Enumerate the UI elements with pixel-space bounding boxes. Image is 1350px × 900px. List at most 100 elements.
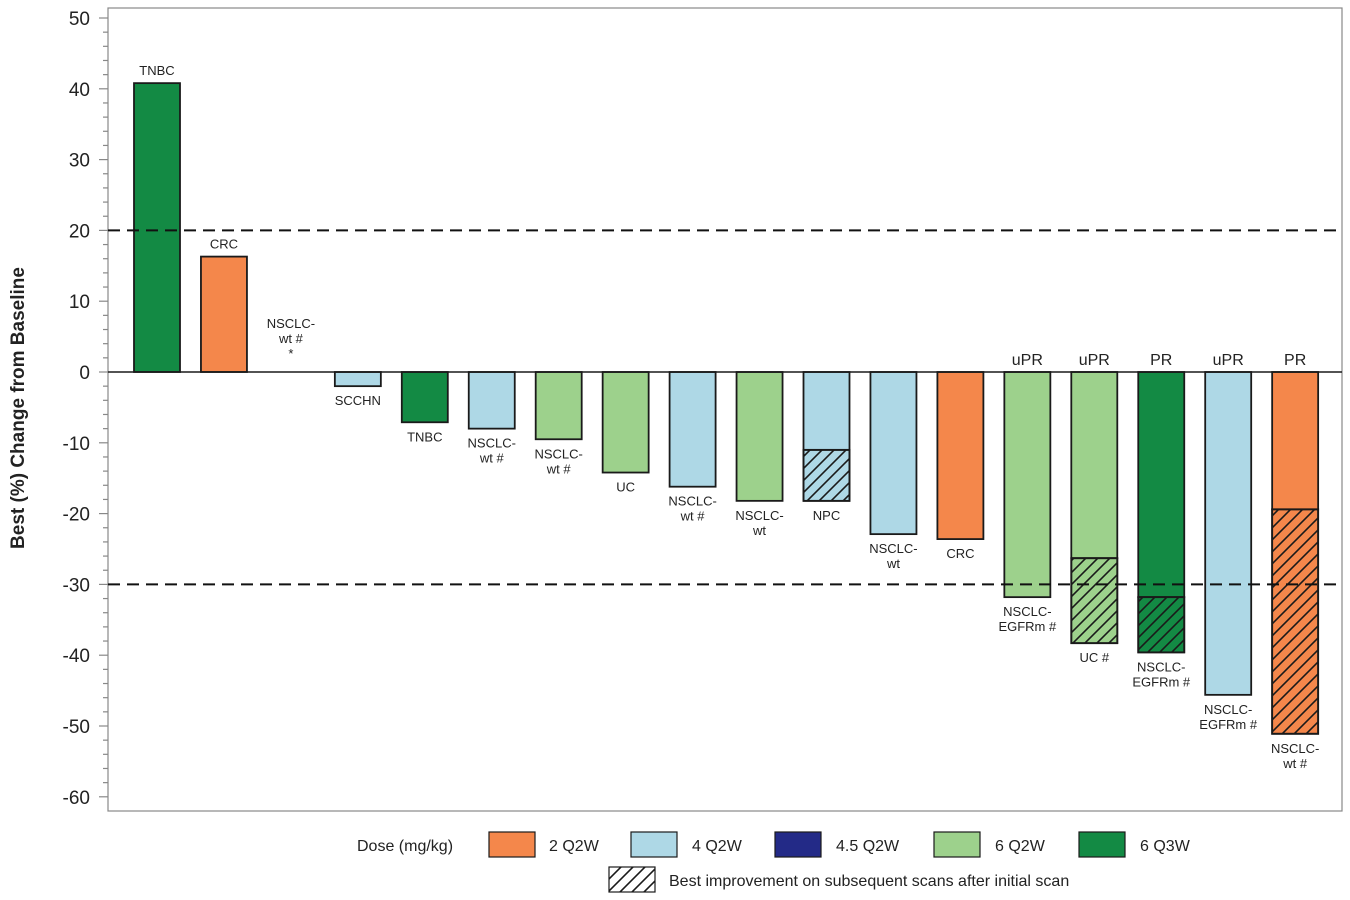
- bar-label: NSCLC-: [869, 541, 917, 556]
- legend-label-hatch: Best improvement on subsequent scans aft…: [669, 873, 1069, 890]
- y-tick-label: -60: [63, 788, 90, 809]
- y-tick-label: 50: [69, 9, 90, 30]
- legend-swatch-4q2w: [630, 831, 678, 858]
- bar-label: wt #: [479, 451, 505, 466]
- plot-frame: [107, 7, 1343, 812]
- response-label: uPR: [1079, 352, 1110, 369]
- bar-label: EGFRm #: [1132, 674, 1191, 689]
- bar-initial: [1271, 371, 1320, 511]
- legend-swatch-6q2w: [933, 831, 981, 858]
- bar-label: wt #: [278, 331, 304, 346]
- bar-label: UC #: [1079, 650, 1109, 665]
- bar-label: CRC: [946, 546, 974, 561]
- bar-group: SCCHN: [333, 371, 382, 408]
- bar-label: TNBC: [139, 63, 174, 78]
- bar-group: NSCLC-wt # PR: [1271, 352, 1319, 771]
- bar-label: EGFRm #: [998, 619, 1057, 634]
- y-tick-label: 0: [79, 363, 90, 384]
- bar-group: NSCLC-EGFRm # uPR: [1199, 352, 1258, 732]
- bar: [1003, 371, 1052, 599]
- bar-label: TNBC: [407, 429, 442, 444]
- bar-label: *: [288, 346, 293, 361]
- bar-label: SCCHN: [335, 393, 381, 408]
- bar-group: NSCLC-wt: [735, 371, 784, 538]
- bar: [534, 371, 583, 441]
- legend-swatch-6q3w: [1078, 831, 1126, 858]
- legend-swatch-2q2w: [488, 831, 536, 858]
- y-tick-label: 40: [69, 80, 90, 101]
- legend-swatch-45q2w: [774, 831, 822, 858]
- bar-group: TNBC: [133, 63, 181, 373]
- bar-label: wt: [886, 556, 900, 571]
- bar-group: NSCLC-wt #: [468, 371, 516, 466]
- bar-initial: [1070, 371, 1119, 560]
- bar-label: NSCLC-: [1271, 741, 1319, 756]
- bar-label: UC: [616, 480, 635, 495]
- bar-label: NSCLC-: [267, 316, 315, 331]
- bar-label: NSCLC-: [1204, 702, 1252, 717]
- bar: [601, 371, 650, 474]
- bar-label: NSCLC-: [1137, 659, 1185, 674]
- y-axis-title: Best (%) Change from Baseline: [8, 267, 29, 549]
- bar-improvement-hatch: [1070, 557, 1119, 645]
- bar-label: wt #: [546, 461, 572, 476]
- bar-label: NSCLC-: [735, 508, 783, 523]
- bar-group: UC # uPR: [1070, 352, 1119, 665]
- bar-label: EGFRm #: [1199, 717, 1258, 732]
- y-tick-label: 20: [69, 221, 90, 242]
- bar: [735, 371, 784, 502]
- bar-group: TNBC: [400, 371, 449, 444]
- y-tick-label: -10: [63, 434, 90, 455]
- response-label: uPR: [1012, 352, 1043, 369]
- y-tick-label: -50: [63, 717, 90, 738]
- y-tick-label: 10: [69, 292, 90, 313]
- y-tick-label: -20: [63, 505, 90, 526]
- legend-label-6q2w: 6 Q2W: [995, 838, 1046, 855]
- bar-label: wt #: [1282, 756, 1308, 771]
- bar-improvement-hatch: [1271, 508, 1320, 735]
- bar-improvement-hatch: [802, 448, 851, 502]
- legend-label-6q3w: 6 Q3W: [1140, 838, 1191, 855]
- bar-label: NSCLC-: [468, 436, 516, 451]
- bar-group: NSCLC-EGFRm # PR: [1132, 352, 1191, 689]
- response-label: PR: [1284, 352, 1306, 369]
- bar-initial: [802, 371, 851, 451]
- bar-group: NSCLC-wt: [869, 371, 918, 571]
- response-label: PR: [1150, 352, 1172, 369]
- bar-label: NSCLC-: [534, 446, 582, 461]
- bar-label: NPC: [813, 508, 840, 523]
- y-tick-label: -30: [63, 575, 90, 596]
- bar-label: wt: [752, 523, 766, 538]
- bar-label: CRC: [210, 237, 238, 252]
- legend: Dose (mg/kg) 2 Q2W 4 Q2W 4.5 Q2W 6 Q2W 6…: [357, 831, 1191, 893]
- bar-improvement-hatch: [1137, 596, 1186, 654]
- bar: [200, 255, 248, 373]
- bar: [668, 371, 717, 488]
- bar-group: NPC: [802, 371, 851, 523]
- response-label: uPR: [1213, 352, 1244, 369]
- bar-label: NSCLC-: [668, 494, 716, 509]
- bar: [133, 82, 181, 373]
- y-axis-label: Best (%) Change from Baseline: [8, 267, 29, 549]
- reference-lines: [108, 229, 1342, 586]
- bar-group: CRC: [936, 371, 985, 561]
- bar-group: NSCLC-wt #: [668, 371, 717, 524]
- axis-ticks: 50 40 30 20 10 0 -10 -20 -30 -40 -50 -60: [63, 9, 108, 809]
- legend-label-45q2w: 4.5 Q2W: [836, 838, 900, 855]
- legend-label-4q2w: 4 Q2W: [692, 838, 743, 855]
- bar-label: NSCLC-: [1003, 604, 1051, 619]
- legend-title: Dose (mg/kg): [357, 838, 453, 855]
- bar-label: wt #: [680, 509, 706, 524]
- y-tick-label: 30: [69, 151, 90, 172]
- legend-label-2q2w: 2 Q2W: [549, 838, 600, 855]
- bar-group: NSCLC-wt #*: [267, 316, 315, 361]
- bar: [1204, 371, 1253, 696]
- bar-group: NSCLC-EGFRm # uPR: [998, 352, 1057, 634]
- bar: [936, 371, 985, 540]
- bar-initial: [1137, 371, 1186, 599]
- legend-swatch-hatch: [608, 866, 656, 893]
- y-tick-label: -40: [63, 646, 90, 667]
- bar-group: NSCLC-wt #: [534, 371, 583, 476]
